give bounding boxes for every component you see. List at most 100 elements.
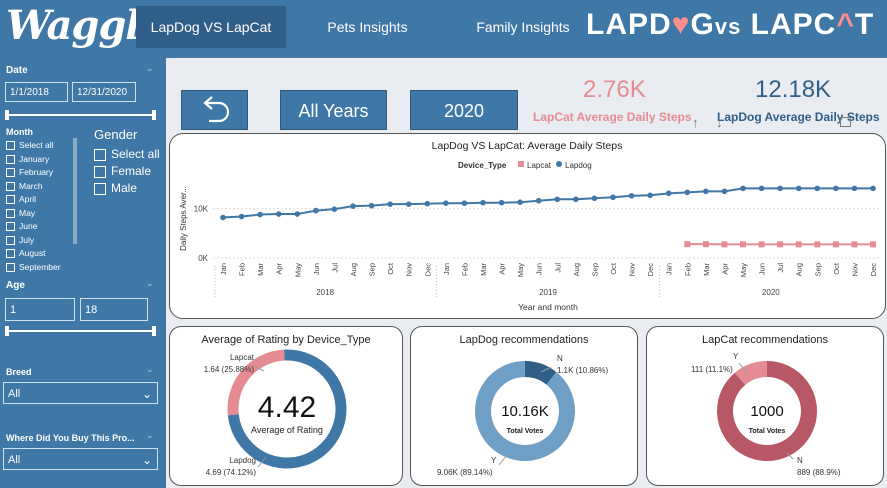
data-point[interactable] (313, 207, 319, 214)
month-option[interactable]: April (6, 193, 76, 207)
checkbox[interactable] (6, 141, 15, 151)
gender-option[interactable]: Select all (94, 146, 164, 163)
tab-family-insights[interactable]: Family Insights (476, 19, 570, 35)
data-point[interactable] (535, 197, 542, 204)
data-point[interactable] (647, 192, 653, 199)
data-point[interactable] (833, 185, 839, 192)
data-point[interactable] (758, 241, 765, 248)
donut-slice-lapdog[interactable] (227, 349, 347, 469)
data-point[interactable] (703, 188, 709, 195)
data-point[interactable] (721, 188, 728, 195)
data-point[interactable] (387, 201, 393, 207)
checkbox[interactable] (6, 235, 15, 245)
where-bought-dropdown[interactable]: All ⌄ (3, 448, 158, 470)
data-point[interactable] (851, 185, 858, 192)
data-point[interactable] (257, 211, 263, 218)
age-slider-track[interactable] (7, 330, 155, 332)
data-point[interactable] (702, 241, 709, 248)
date-start-input[interactable]: 1/1/2018 (5, 82, 68, 102)
checkbox[interactable] (6, 262, 15, 272)
gender-option[interactable]: Female (94, 163, 164, 180)
date-end-input[interactable]: 12/31/2020 (72, 82, 136, 102)
tab-pets-insights[interactable]: Pets Insights (327, 19, 408, 35)
data-point[interactable] (368, 202, 375, 209)
data-point[interactable] (220, 214, 226, 221)
focus-mode-icon[interactable] (840, 117, 851, 127)
chevron-down-icon[interactable]: ⌄ (146, 63, 154, 73)
checkbox[interactable] (6, 208, 15, 218)
month-option[interactable]: January (6, 153, 76, 167)
data-point[interactable] (591, 195, 598, 202)
data-point[interactable] (443, 200, 449, 206)
breed-dropdown[interactable]: All ⌄ (3, 382, 158, 404)
age-min-input[interactable]: 1 (5, 298, 75, 321)
age-slider-max-handle[interactable] (152, 326, 156, 336)
data-point[interactable] (721, 241, 728, 248)
data-point[interactable] (405, 201, 412, 207)
month-list-scrollbar[interactable] (73, 138, 77, 244)
data-point[interactable] (275, 211, 282, 217)
data-point[interactable] (814, 241, 821, 248)
data-point[interactable] (517, 199, 523, 206)
data-point[interactable] (740, 241, 746, 248)
checkbox[interactable] (6, 249, 15, 259)
data-point[interactable] (758, 185, 765, 192)
data-point[interactable] (870, 185, 876, 192)
donut-slice-y[interactable] (475, 361, 575, 461)
drill-up-icon[interactable]: ↑ (692, 115, 699, 130)
month-option[interactable]: August (6, 247, 76, 261)
data-point[interactable] (795, 185, 802, 192)
steps-line-chart[interactable]: LapDog VS LapCat: Average Daily Steps Dev… (170, 134, 885, 318)
checkbox[interactable] (94, 182, 106, 195)
month-option[interactable]: Select all (6, 139, 76, 153)
data-point[interactable] (851, 241, 858, 248)
data-point[interactable] (740, 185, 746, 192)
lapcat-reco-donut-chart[interactable]: LapCat recommendations 1000 Total Votes Y11… (647, 327, 883, 485)
data-point[interactable] (832, 241, 839, 248)
age-slider-min-handle[interactable] (5, 326, 9, 336)
data-point[interactable] (554, 196, 561, 203)
month-option[interactable]: February (6, 166, 76, 180)
data-point[interactable] (424, 200, 431, 207)
donut-slice-lapcat[interactable] (227, 349, 285, 416)
donut-slice-n[interactable] (717, 361, 817, 461)
data-point[interactable] (294, 211, 301, 217)
donut-slice-y[interactable] (734, 361, 768, 386)
chevron-down-icon[interactable]: ⌄ (146, 278, 154, 288)
chevron-down-icon[interactable]: ⌄ (146, 364, 154, 374)
donut-slice-n[interactable] (524, 361, 557, 385)
checkbox[interactable] (94, 148, 106, 161)
lapdog-reco-donut-chart[interactable]: LapDog recommendations 10.16K Total Votes N… (411, 327, 637, 485)
checkbox[interactable] (6, 181, 15, 191)
age-max-input[interactable]: 18 (80, 298, 148, 321)
back-button[interactable] (181, 90, 248, 130)
data-point[interactable] (684, 241, 691, 248)
data-point[interactable] (684, 189, 691, 196)
chevron-down-icon[interactable]: ⌄ (146, 430, 154, 440)
tab-lapdog-vs-lapcat[interactable]: LapDog VS LapCat (136, 6, 286, 48)
checkbox[interactable] (6, 195, 15, 205)
data-point[interactable] (498, 199, 505, 206)
rating-donut-chart[interactable]: Average of Rating by Device_Type 4.42Aver… (170, 327, 402, 485)
data-point[interactable] (777, 185, 783, 192)
data-point[interactable] (238, 213, 245, 220)
all-years-button[interactable]: All Years (280, 90, 387, 130)
checkbox[interactable] (94, 165, 106, 178)
month-option[interactable]: May (6, 207, 76, 221)
data-point[interactable] (480, 199, 486, 206)
drill-down-icon[interactable]: ↓ (716, 115, 723, 130)
gender-option[interactable]: Male (94, 180, 164, 197)
month-option[interactable]: March (6, 180, 76, 194)
month-option[interactable]: July (6, 234, 76, 248)
data-point[interactable] (461, 200, 468, 206)
data-point[interactable] (814, 185, 821, 192)
data-point[interactable] (777, 241, 784, 248)
month-option[interactable]: June (6, 220, 76, 234)
data-point[interactable] (795, 241, 802, 248)
data-point[interactable] (610, 194, 616, 201)
date-slider-start-handle[interactable] (5, 110, 9, 120)
checkbox[interactable] (6, 154, 15, 164)
year-2020-button[interactable]: 2020 (410, 90, 518, 130)
data-point[interactable] (331, 206, 338, 212)
date-slider-end-handle[interactable] (152, 110, 156, 120)
